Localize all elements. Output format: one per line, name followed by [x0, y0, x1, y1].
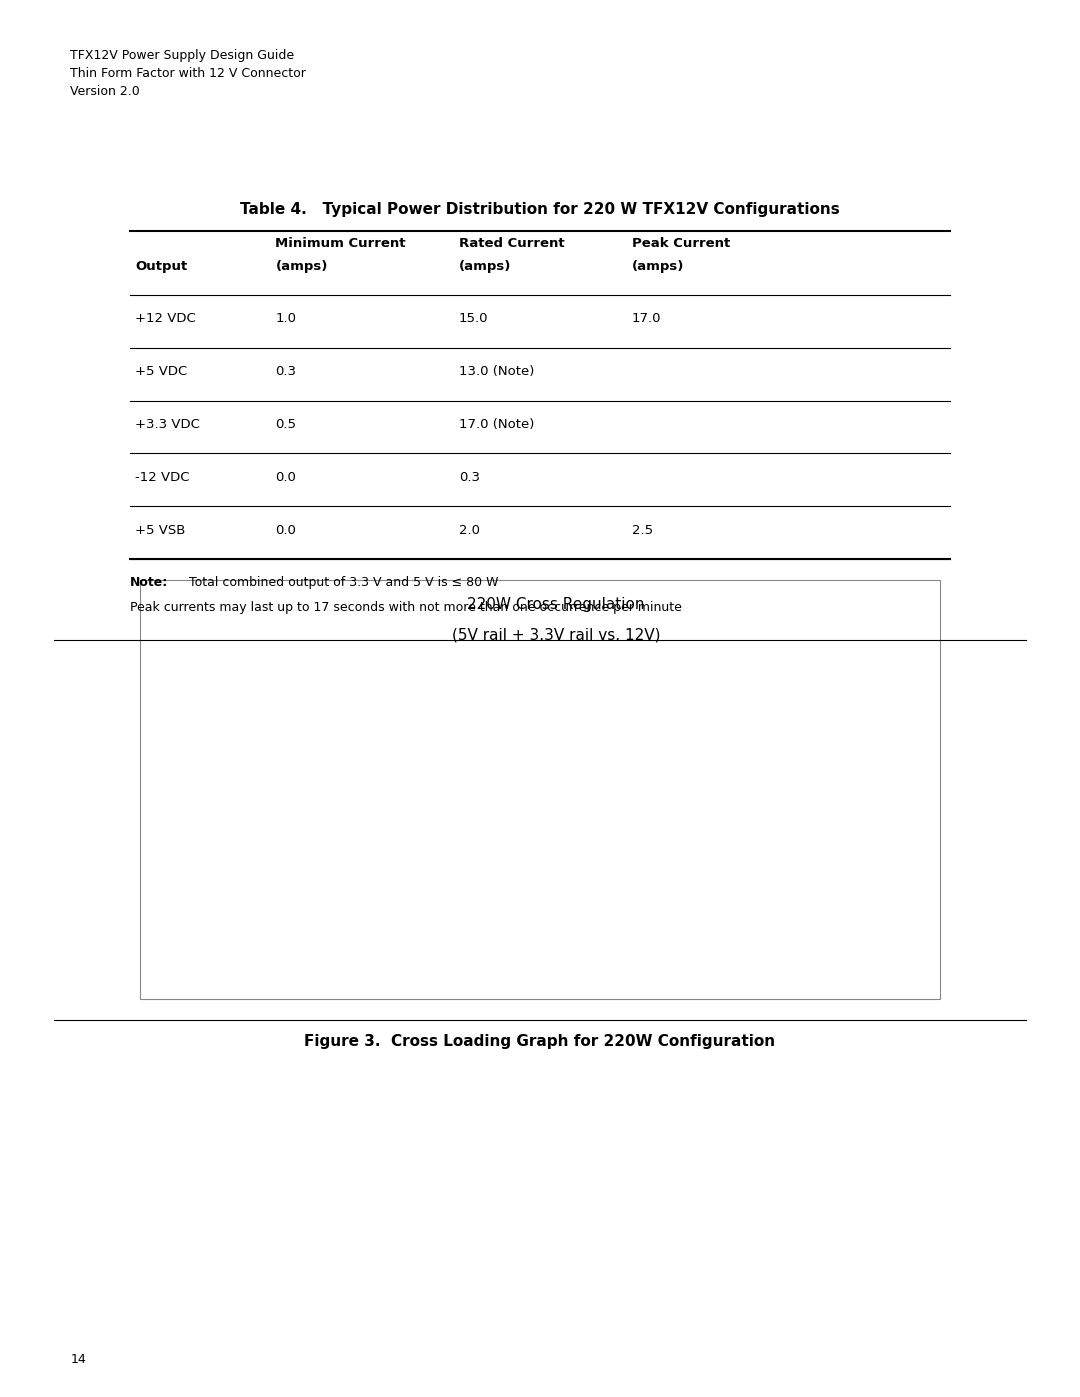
Text: 17.0 (Note): 17.0 (Note) — [459, 418, 535, 430]
Text: (amps): (amps) — [459, 260, 511, 272]
Text: Table 4.   Typical Power Distribution for 220 W TFX12V Configurations: Table 4. Typical Power Distribution for … — [240, 201, 840, 217]
Text: Output: Output — [135, 260, 187, 272]
Text: Thin Form Factor with 12 V Connector: Thin Form Factor with 12 V Connector — [70, 67, 306, 80]
Text: 14: 14 — [70, 1354, 86, 1366]
Y-axis label: 5V + 3.3V power (watts): 5V + 3.3V power (watts) — [197, 690, 211, 882]
Text: 15.0: 15.0 — [459, 313, 488, 326]
Text: 2.5: 2.5 — [632, 524, 653, 536]
Text: +5 VDC: +5 VDC — [135, 365, 187, 379]
Text: -12 VDC: -12 VDC — [135, 471, 189, 483]
Text: (amps): (amps) — [275, 260, 327, 272]
Text: +5 VSB: +5 VSB — [135, 524, 186, 536]
Legend: Combined Power
(5V rail + 3.3V rail): Combined Power (5V rail + 3.3V rail) — [667, 761, 861, 810]
Text: Rated Current: Rated Current — [459, 237, 565, 250]
Text: 2.0: 2.0 — [459, 524, 480, 536]
Text: Peak currents may last up to 17 seconds with not more than one occurrence per mi: Peak currents may last up to 17 seconds … — [130, 601, 681, 615]
Text: Note:: Note: — [130, 576, 167, 590]
Text: 0.3: 0.3 — [275, 365, 296, 379]
Text: 220W Cross Regulation: 220W Cross Regulation — [468, 597, 645, 612]
Text: TFX12V Power Supply Design Guide: TFX12V Power Supply Design Guide — [70, 49, 295, 61]
Text: Figure 3.  Cross Loading Graph for 220W Configuration: Figure 3. Cross Loading Graph for 220W C… — [305, 1034, 775, 1049]
X-axis label: 12V power (watts): 12V power (watts) — [367, 951, 513, 965]
Text: Total combined output of 3.3 V and 5 V is ≤ 80 W: Total combined output of 3.3 V and 5 V i… — [181, 576, 499, 590]
Text: +12 VDC: +12 VDC — [135, 313, 195, 326]
Text: 0.3: 0.3 — [459, 471, 480, 483]
Text: 17.0: 17.0 — [632, 313, 661, 326]
Text: 13.0 (Note): 13.0 (Note) — [459, 365, 535, 379]
Text: 1.0: 1.0 — [275, 313, 296, 326]
Text: 0.5: 0.5 — [275, 418, 296, 430]
Text: Peak Current: Peak Current — [632, 237, 730, 250]
Text: (5V rail + 3.3V rail vs. 12V): (5V rail + 3.3V rail vs. 12V) — [451, 627, 660, 643]
Text: 0.0: 0.0 — [275, 524, 296, 536]
Text: Version 2.0: Version 2.0 — [70, 85, 140, 98]
Text: 0.0: 0.0 — [275, 471, 296, 483]
Text: +3.3 VDC: +3.3 VDC — [135, 418, 200, 430]
Text: Minimum Current: Minimum Current — [275, 237, 406, 250]
Text: (amps): (amps) — [632, 260, 684, 272]
